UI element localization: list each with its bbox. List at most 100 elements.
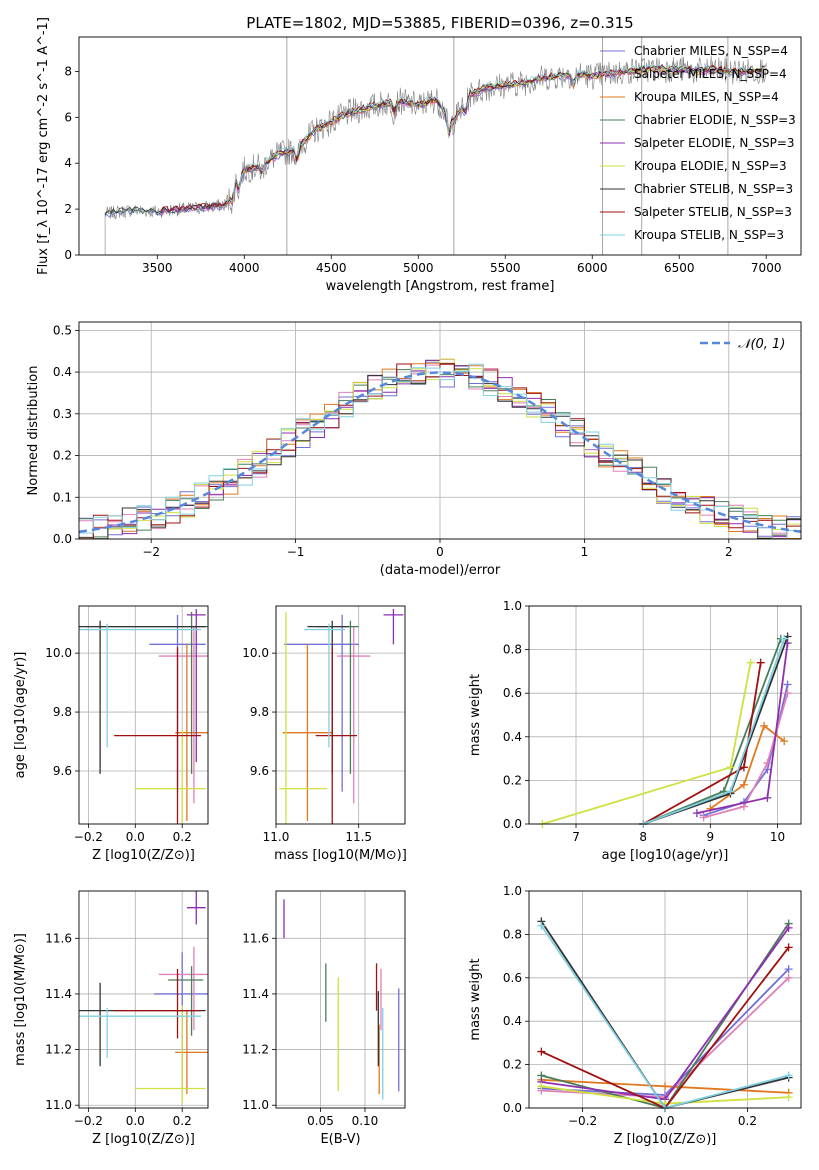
series-kroupa-miles: [709, 724, 785, 810]
x-tick-label: 0.0: [126, 1114, 145, 1128]
x-tick-label: 3500: [142, 261, 173, 275]
axes-frame: [528, 890, 802, 1109]
series-marker: [756, 658, 765, 667]
errorbar-chabrier-elodie: [168, 966, 204, 1036]
x-tick-label: −0.2: [74, 1114, 103, 1128]
series-marker: [783, 689, 792, 698]
series-marker: [726, 787, 735, 796]
panel-spectrum: 3500 4000 4500 5000 5500 6000 6500 7000 0 2 4 6 8 wav…: [36, 17, 802, 294]
y-tick-label: 0.2: [503, 773, 522, 787]
series-marker: [692, 809, 701, 818]
series-salpeter-stelib: [541, 946, 790, 1108]
x-tick-label: 11.5: [345, 830, 372, 844]
errorbar-salpeter-stelib: [114, 647, 201, 824]
errorbar-salpeter-miles: [158, 946, 208, 1031]
y-tick-label: 0.1: [53, 490, 72, 504]
series-marker: [783, 680, 792, 689]
x-tick-label: 0.0: [126, 830, 145, 844]
y-tick-label: 0.0: [53, 532, 72, 546]
series-marker: [746, 658, 755, 667]
x-tick-label: 0.0: [655, 1114, 674, 1128]
y-tick-label: 1.0: [503, 884, 522, 898]
x-tick-label: 0.2: [173, 830, 192, 844]
axes-frame: [275, 890, 406, 1109]
y-axis-label: mass [log10(M/M⊙)]: [13, 933, 28, 1066]
errorbar-kroupa-stelib: [79, 1007, 201, 1058]
y-tick-label: 11.4: [45, 987, 72, 1001]
axes-frame: [528, 605, 802, 825]
x-tick-label: −1: [287, 545, 305, 559]
panel-z-massweight: −0.2 0.0 0.2 0.0 0.2 0.4 0.6 0.8 1.0 Z [log10(Z/Z…: [468, 884, 802, 1147]
errorbar-salpeter-elodie: [383, 608, 404, 645]
errorbar-salpeter-stelib: [315, 647, 358, 824]
x-tick-label: 0.10: [352, 1114, 379, 1128]
y-tick-label: 0: [64, 248, 72, 262]
legend-label: Chabrier STELIB, N_SSP=3: [634, 182, 793, 196]
panel-residuals: −2 −1 0 1 2 0.0 0.1 0.2 0.3 0.4 0.5 (data-model)/er…: [26, 321, 802, 578]
axes-frame: [275, 605, 406, 825]
x-tick-label: 0.2: [173, 1114, 192, 1128]
y-tick-label: 0.4: [503, 1014, 522, 1028]
errorbar-kroupa-elodie: [279, 611, 328, 824]
series-marker: [784, 973, 793, 982]
x-tick-label: 7000: [751, 261, 782, 275]
errorbar-salpeter-elodie: [186, 608, 206, 763]
series-chabrier-stelib: [540, 920, 789, 1108]
errorbar-kroupa-elodie: [135, 729, 206, 824]
panel-mass-age: 11.0 11.5 9.6 9.8 10.0 mass [log10(M/M⊙)]: [242, 605, 407, 863]
y-tick-label: 9.6: [53, 764, 72, 778]
x-tick-label: −0.2: [74, 830, 103, 844]
y-tick-label: 2: [64, 202, 72, 216]
legend-label: Salpeter MILES, N_SSP=4: [634, 67, 787, 81]
model-spectrum-chabrier-miles: [104, 67, 765, 218]
y-tick-label: 1.0: [503, 599, 522, 613]
axes-frame: [78, 605, 209, 825]
histogram-kroupa-stelib: [79, 363, 801, 539]
series-chabrier-stelib: [642, 636, 789, 824]
panel-z-age: −0.2 0.0 0.2 9.6 9.8 10.0 Z [log10(Z/Z⊙)] age […: [13, 605, 209, 863]
series-marker: [784, 1071, 793, 1080]
errorbar-kroupa-stelib: [304, 623, 346, 748]
y-tick-label: 0.6: [503, 686, 522, 700]
series-marker: [784, 1093, 793, 1102]
x-tick-label: 6500: [664, 261, 695, 275]
y-tick-label: 0.6: [503, 971, 522, 985]
errorbar-kroupa-stelib: [79, 623, 201, 748]
y-tick-label: 11.6: [45, 931, 72, 945]
errorbar-kroupa-miles: [175, 1010, 208, 1095]
errorbar-chabrier-stelib: [79, 620, 206, 774]
series-marker: [780, 737, 789, 746]
model-spectrum-salpeter-stelib: [160, 64, 767, 212]
legend-label: Salpeter STELIB, N_SSP=3: [634, 205, 792, 219]
legend-label: Salpeter ELODIE, N_SSP=3: [634, 136, 795, 150]
panel-ebv-mass: 0.05 0.10 11.0 11.2 11.4 11.6 E(B-V): [242, 890, 406, 1147]
axes-frame: [78, 321, 802, 540]
series-marker: [726, 763, 735, 772]
series-marker: [784, 923, 793, 932]
series-marker: [537, 1082, 546, 1091]
x-tick-label: 5500: [490, 261, 521, 275]
errorbar-salpeter-miles: [337, 626, 371, 804]
series-marker: [760, 721, 769, 730]
errorbar-kroupa-miles: [282, 644, 333, 822]
y-axis-label: mass weight: [468, 958, 483, 1040]
x-tick-label: 4500: [316, 261, 347, 275]
series-marker: [739, 802, 748, 811]
x-axis-label: mass [log10(M/M⊙)]: [274, 848, 407, 863]
x-axis-label: Z [log10(Z/Z⊙)]: [92, 1132, 195, 1147]
series-marker: [784, 965, 793, 974]
series-marker: [661, 1082, 669, 1091]
data-spectrum-line: [104, 55, 767, 255]
x-tick-label: 7: [572, 830, 580, 844]
legend-label: 𝒩(0, 1): [738, 337, 785, 352]
series-marker: [739, 763, 748, 772]
x-tick-label: 11.0: [263, 830, 290, 844]
x-axis-label: Z [log10(Z/Z⊙)]: [614, 1132, 717, 1147]
y-tick-label: 0.8: [503, 643, 522, 657]
x-tick-label: 0.05: [307, 1114, 334, 1128]
legend-label: Kroupa STELIB, N_SSP=3: [634, 228, 784, 242]
series-marker: [537, 1047, 546, 1056]
y-tick-label: 0.0: [503, 1101, 522, 1115]
y-tick-label: 9.6: [250, 764, 269, 778]
